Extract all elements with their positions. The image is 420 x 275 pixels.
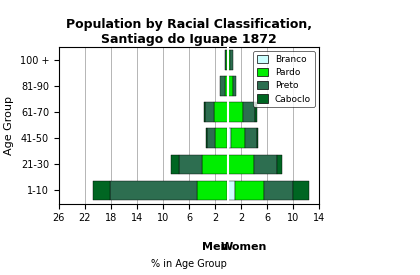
Bar	[228, 181, 234, 200]
Bar	[197, 181, 227, 200]
Bar	[93, 181, 110, 200]
Bar	[225, 76, 228, 96]
Bar	[233, 76, 236, 96]
Bar	[293, 181, 310, 200]
Bar	[228, 155, 254, 174]
Bar	[228, 50, 230, 70]
Bar	[277, 155, 282, 174]
Bar	[214, 102, 228, 122]
Bar	[171, 155, 179, 174]
Bar	[243, 102, 255, 122]
Text: % in Age Group: % in Age Group	[151, 259, 227, 269]
Bar	[255, 102, 257, 122]
Title: Population by Racial Classification,
Santiago do Iguape 1872: Population by Racial Classification, San…	[66, 18, 312, 46]
Bar	[227, 128, 228, 148]
Bar	[254, 155, 277, 174]
Bar	[202, 155, 228, 174]
Bar	[206, 128, 207, 148]
Bar	[225, 50, 226, 70]
Bar	[110, 181, 197, 200]
Bar	[264, 181, 293, 200]
Bar	[226, 50, 228, 70]
Legend: Branco, Pardo, Preto, Caboclo: Branco, Pardo, Preto, Caboclo	[253, 51, 315, 107]
Bar	[230, 50, 233, 70]
Bar	[245, 128, 257, 148]
Bar	[228, 76, 233, 96]
Bar	[204, 102, 205, 122]
Bar	[207, 128, 215, 148]
Bar	[228, 128, 231, 148]
Bar	[179, 155, 202, 174]
Bar	[227, 181, 228, 200]
Bar	[231, 128, 245, 148]
Bar	[234, 181, 264, 200]
Bar	[257, 128, 258, 148]
Bar	[228, 102, 243, 122]
Text: Men: Men	[202, 242, 228, 252]
Bar	[205, 102, 214, 122]
Bar	[220, 76, 225, 96]
Bar	[215, 128, 227, 148]
Text: Women: Women	[221, 242, 268, 252]
Y-axis label: Age Group: Age Group	[4, 96, 14, 155]
